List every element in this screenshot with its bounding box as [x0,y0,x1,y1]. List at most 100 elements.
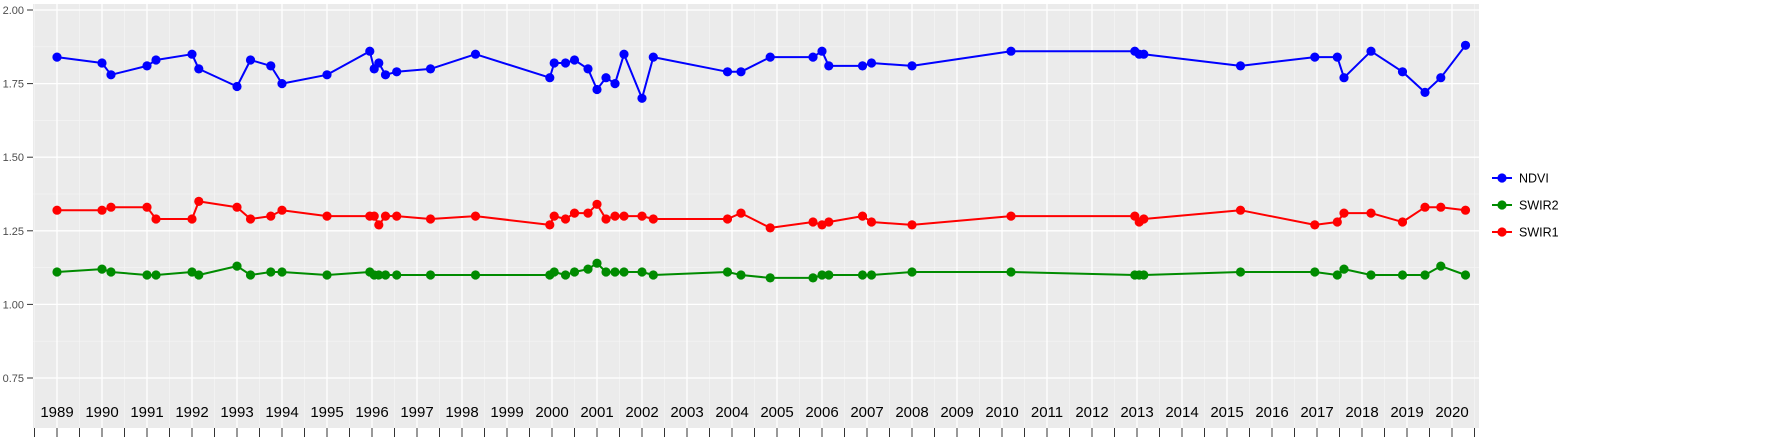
data-point-SWIR1 [1420,202,1430,212]
x-tick-label: 2017 [1300,404,1333,421]
data-point-NDVI [1310,52,1320,62]
data-point-SWIR1 [1006,211,1016,221]
data-point-NDVI [1332,52,1342,62]
y-tick-label: 2.00 [3,5,24,17]
x-tick-label: 1990 [85,404,118,421]
data-point-SWIR1 [808,217,818,227]
data-point-SWIR2 [592,258,602,268]
x-tick-label: 2019 [1390,404,1423,421]
x-tick-label: 2002 [625,404,658,421]
data-point-SWIR1 [569,208,580,218]
x-tick-label: 1999 [490,404,523,421]
data-point-SWIR1 [637,211,647,221]
series-line-SWIR1 [57,200,1466,229]
data-point-SWIR2 [1366,270,1376,280]
data-point-NDVI [1366,46,1376,56]
data-point-SWIR1 [545,220,555,230]
y-tick-label: 1.25 [3,226,24,238]
data-point-SWIR1 [549,211,559,221]
data-point-NDVI [425,64,436,74]
data-point-SWIR1 [1235,205,1246,215]
x-tick-label: 1997 [400,404,433,421]
series-line-NDVI [56,44,1467,100]
x-tick-label: 2001 [580,404,613,421]
x-tick-label: 1995 [310,404,343,421]
data-point-SWIR1 [187,214,197,224]
data-point-NDVI [151,55,161,65]
x-tick-label: 2003 [670,404,703,421]
data-point-SWIR2 [1460,270,1471,280]
data-point-NDVI [322,70,332,80]
data-point-NDVI [722,67,733,77]
x-tick-label: 1993 [220,404,253,421]
data-point-SWIR2 [1310,267,1320,277]
legend-label: NDVI [1519,172,1549,186]
x-tick-label: 2014 [1165,404,1198,421]
data-point-NDVI [736,67,746,77]
data-point-SWIR1 [322,211,332,221]
data-point-SWIR1 [1460,205,1471,215]
data-point-SWIR2 [142,270,152,280]
data-point-SWIR1 [907,220,917,230]
data-point-SWIR1 [736,208,746,218]
data-point-NDVI [365,46,375,56]
data-point-SWIR1 [592,199,602,209]
data-point-SWIR2 [648,270,658,280]
data-point-NDVI [245,55,256,65]
x-tick-label: 2015 [1210,404,1243,421]
series-SWIR2 [52,258,1471,283]
data-point-SWIR1 [97,205,107,215]
data-point-SWIR1 [619,211,629,221]
data-point-NDVI [52,52,62,62]
data-point-SWIR1 [151,214,161,224]
x-tick-label: 1996 [355,404,388,421]
data-point-NDVI [380,70,391,80]
data-point-SWIR2 [1397,270,1408,280]
data-point-SWIR1 [765,223,775,233]
data-point-SWIR1 [425,214,436,224]
data-point-SWIR1 [648,214,658,224]
data-point-SWIR2 [736,270,746,280]
data-point-SWIR1 [1139,214,1149,224]
data-point-NDVI [1235,61,1246,71]
data-point-NDVI [142,61,152,71]
data-point-SWIR2 [549,267,559,277]
data-point-SWIR2 [151,270,161,280]
x-axis-labels: 1989 1990 1991 1992 1993 1994 1995 1996 1997 1998… [40,404,1468,421]
legend-item-SWIR1: SWIR1 [1492,226,1559,240]
data-point-SWIR1 [1436,202,1446,212]
data-point-SWIR2 [374,270,384,280]
data-point-SWIR1 [194,196,204,206]
data-point-NDVI [817,46,827,56]
data-point-SWIR2 [610,267,620,277]
x-tick-label: 1998 [445,404,478,421]
data-point-SWIR1 [866,217,877,227]
data-point-NDVI [1460,40,1471,50]
data-point-NDVI [106,70,116,80]
data-point-SWIR2 [1339,264,1349,274]
y-axis-labels: 2.00 1.75 1.50 1.25 1.00 0.75 [3,5,24,385]
data-point-SWIR1 [1366,208,1376,218]
x-tick-label: 1991 [130,404,163,421]
x-tick-label: 2010 [985,404,1018,421]
x-tick-label: 1994 [265,404,298,421]
data-point-SWIR2 [322,270,332,280]
data-point-SWIR1 [392,211,402,221]
data-point-NDVI [1436,73,1446,83]
series-NDVI [52,40,1471,103]
data-point-NDVI [824,61,834,71]
data-point-SWIR2 [106,267,116,277]
data-point-NDVI [97,58,107,68]
y-tick-label: 1.75 [3,79,24,91]
x-tick-label: 2004 [715,404,748,421]
data-point-NDVI [907,61,917,71]
y-tick-label: 1.50 [3,152,24,164]
x-tick-label: 1992 [175,404,208,421]
data-point-SWIR2 [1420,270,1430,280]
data-point-NDVI [1397,67,1408,77]
data-point-SWIR1 [142,202,152,212]
data-point-SWIR1 [374,220,384,230]
data-point-NDVI [194,64,204,74]
